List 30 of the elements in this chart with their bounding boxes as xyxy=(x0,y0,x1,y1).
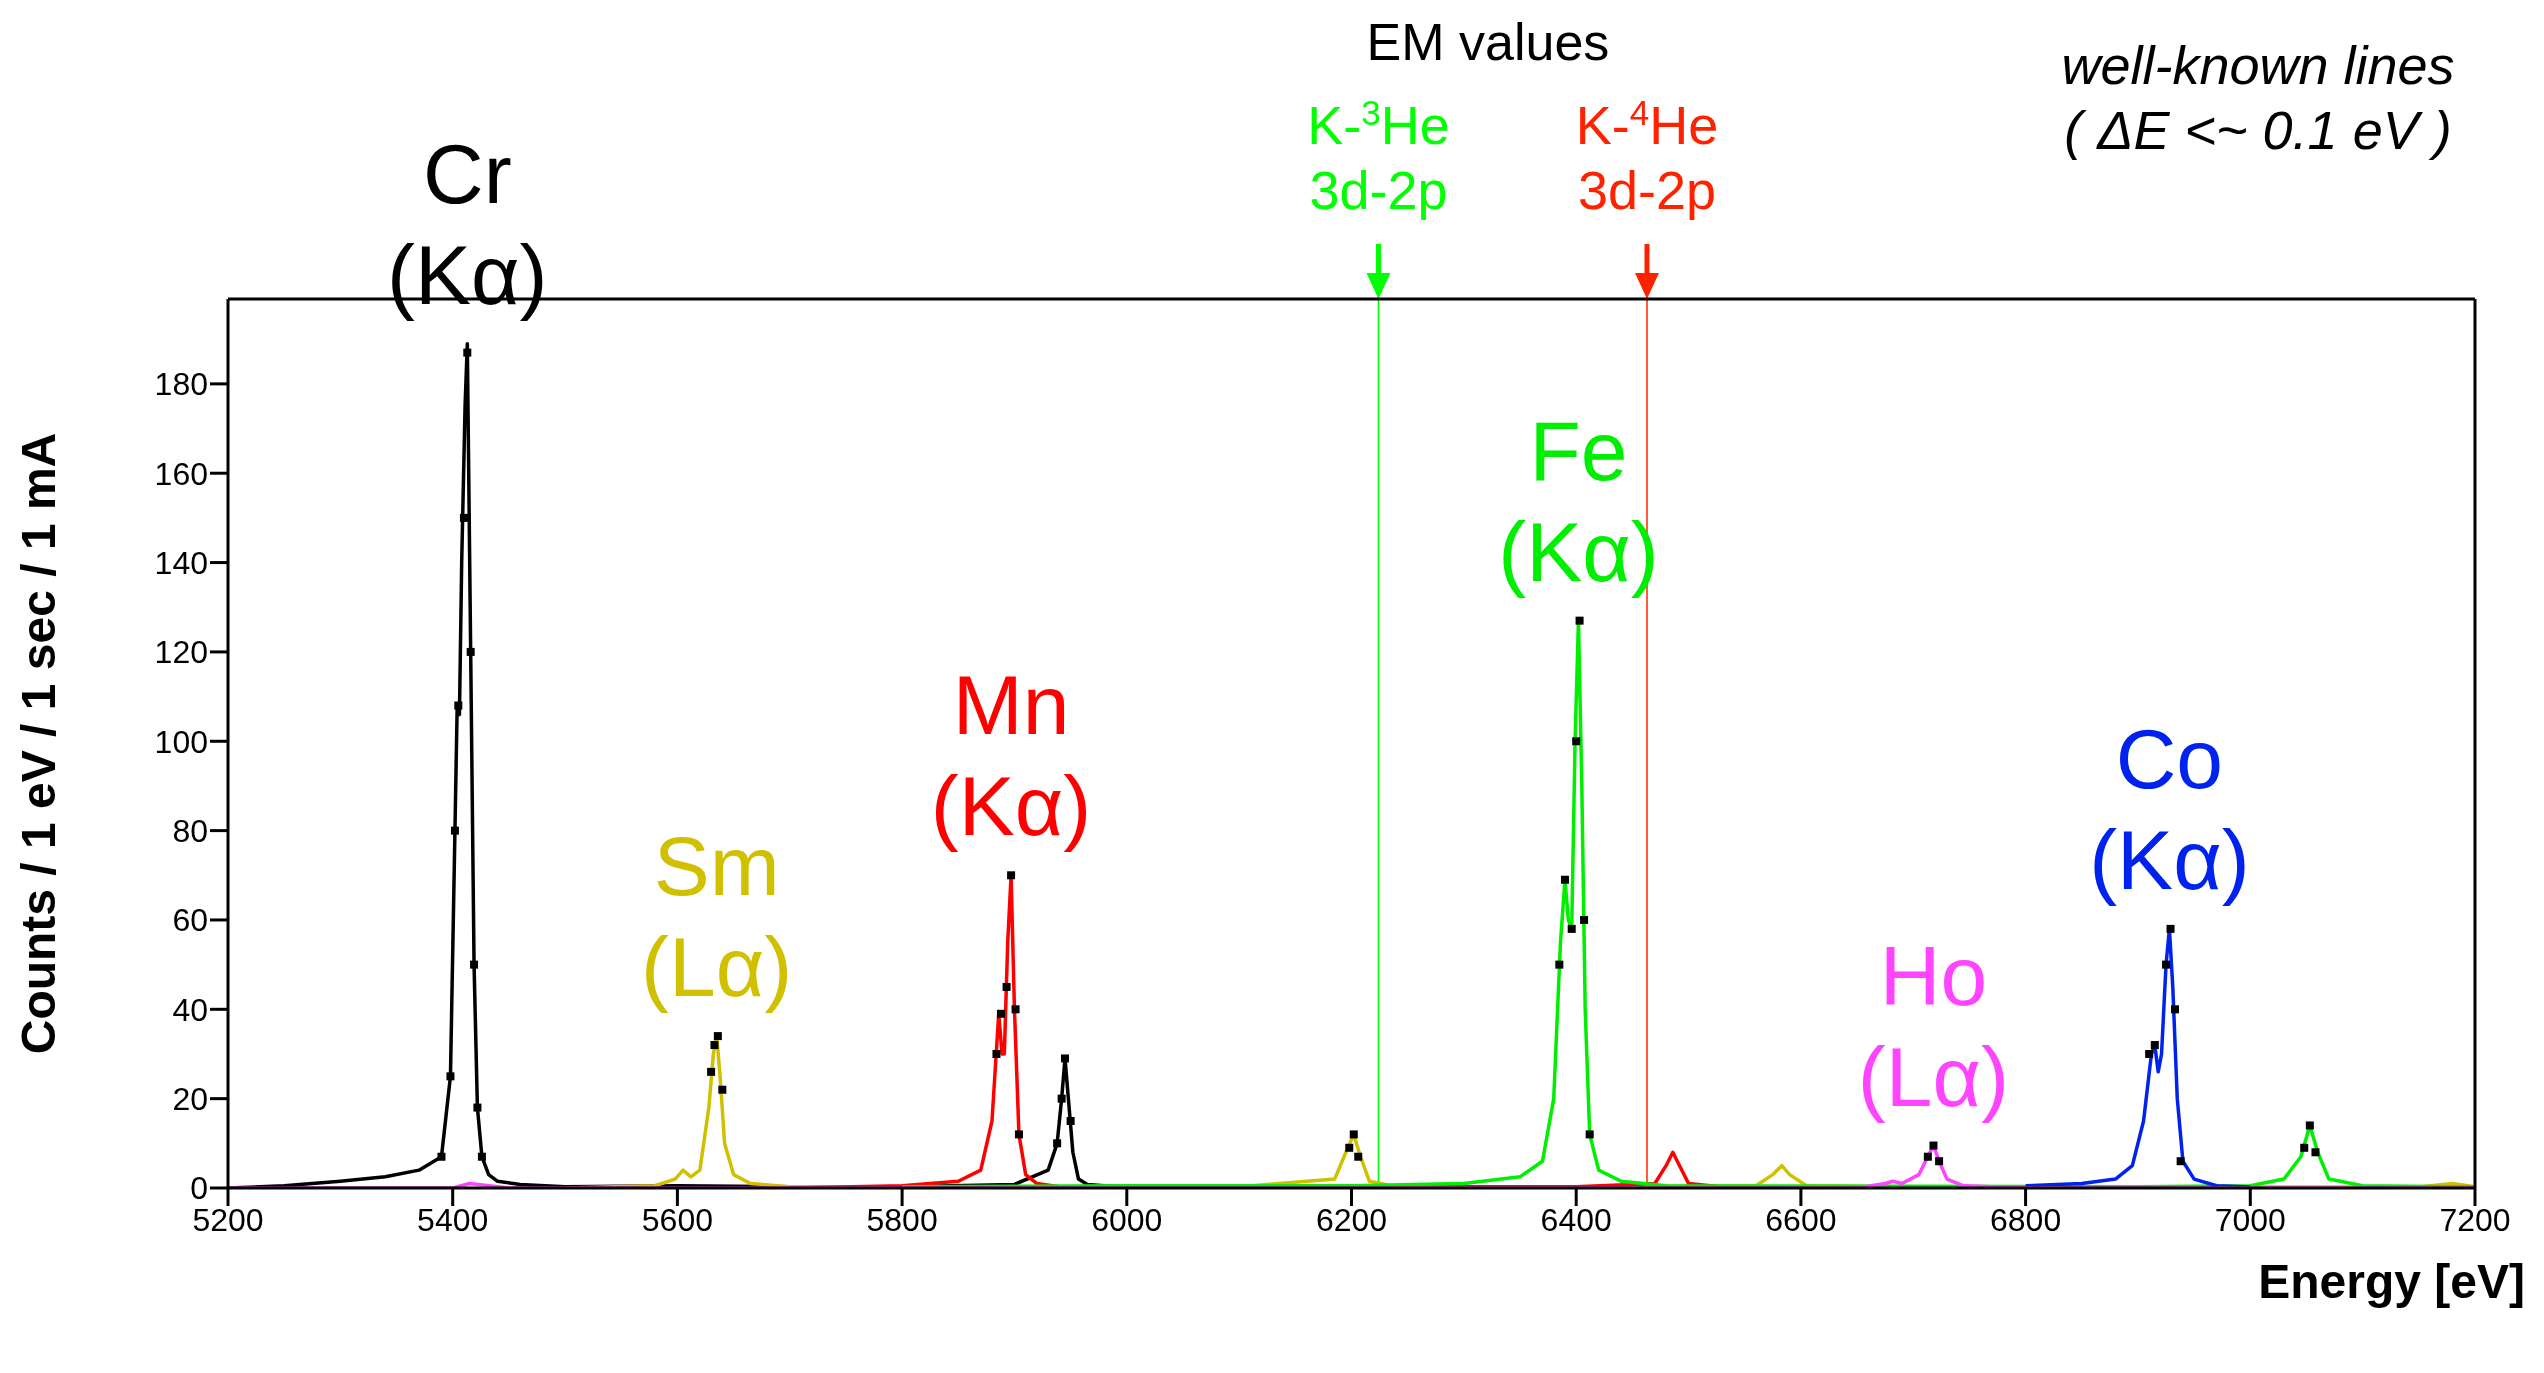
x-tick-label: 6600 xyxy=(1765,1201,1837,1238)
series-label: Co (Kα) xyxy=(2089,712,2250,907)
series-label: Cr (Kα) xyxy=(387,126,548,322)
y-tick-label: 120 xyxy=(154,634,208,671)
series-label: Ho (Lα) xyxy=(1857,928,2010,1124)
x-tick-label: 7200 xyxy=(2439,1201,2511,1238)
y-tick-label: 160 xyxy=(154,455,208,492)
x-axis-title: Energy [eV] xyxy=(2258,1255,2525,1308)
y-tick-label: 40 xyxy=(172,991,208,1028)
y-tick-label: 80 xyxy=(172,812,208,849)
ref-line-label: K-$^{4}$He 3d-2p xyxy=(1575,92,1719,220)
x-tick-label: 6000 xyxy=(1091,1201,1163,1238)
x-tick-label: 7000 xyxy=(2214,1201,2286,1238)
x-tick-label: 5800 xyxy=(866,1201,938,1238)
x-tick-label: 6200 xyxy=(1315,1201,1388,1238)
x-tick-label: 5400 xyxy=(417,1201,489,1238)
x-tick-label: 6400 xyxy=(1540,1201,1612,1238)
ref-line-label: K-$^{3}$He 3d-2p xyxy=(1307,92,1450,220)
series-label: Sm (Lα) xyxy=(641,819,793,1015)
text: well-known lines ( ΔE <~ 0.1 eV ) xyxy=(2061,35,2455,160)
y-tick-label: 60 xyxy=(172,902,208,939)
series-label: Mn (Kα) xyxy=(930,658,1092,854)
y-tick-label: 100 xyxy=(154,723,208,760)
y-tick-label: 140 xyxy=(154,544,208,581)
y-tick-label: 20 xyxy=(172,1081,208,1118)
y-axis-title: Counts / 1 eV / 1 sec / 1 mA xyxy=(12,432,66,1055)
y-tick-label: 180 xyxy=(154,366,208,403)
text: EM values xyxy=(1366,13,1610,71)
x-tick-label: 6800 xyxy=(1990,1201,2062,1238)
x-tick-label: 5600 xyxy=(641,1201,713,1238)
